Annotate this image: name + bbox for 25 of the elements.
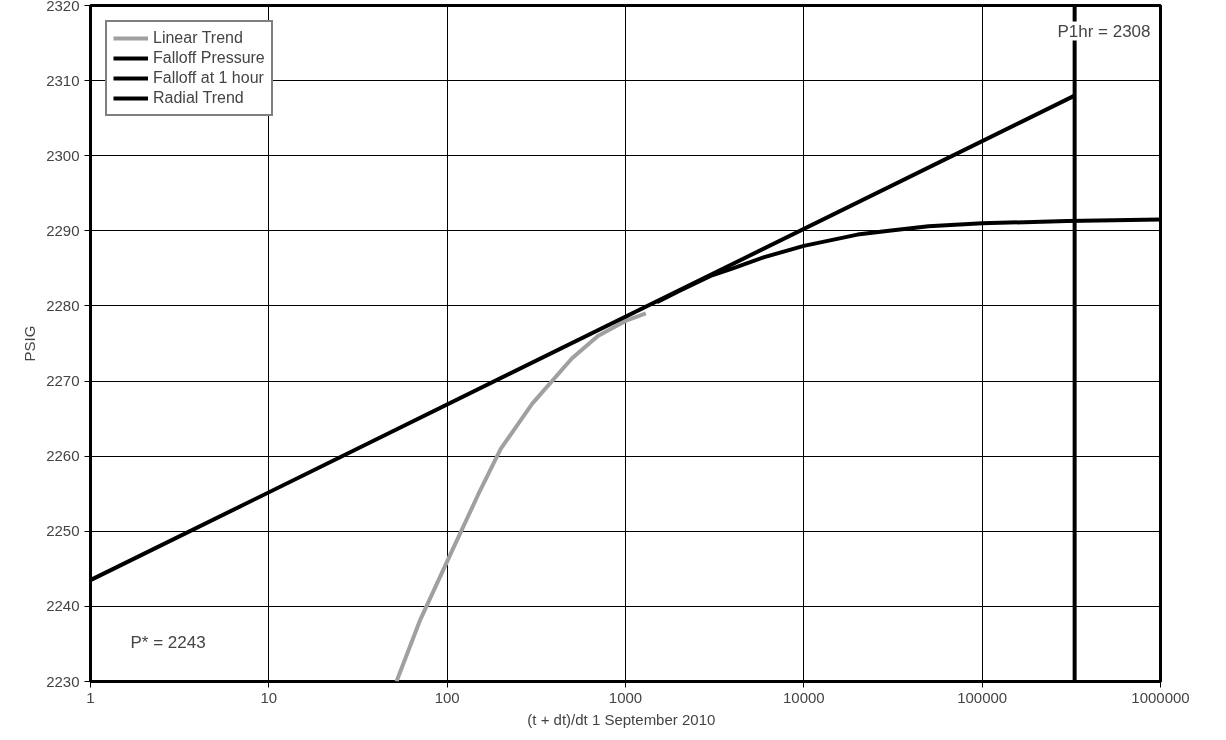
y-tick-label: 2260	[46, 447, 80, 465]
y-tick-label: 2280	[46, 296, 80, 314]
annotation: P1hr = 2308	[1057, 21, 1151, 41]
y-tick-label: 2310	[46, 71, 80, 89]
x-tick-label: 1	[86, 688, 95, 706]
y-tick-label: 2240	[46, 597, 80, 615]
y-axis-title: PSIG	[21, 325, 39, 362]
y-tick-label: 2230	[46, 672, 80, 690]
x-tick-label: 100000	[957, 688, 1008, 706]
x-tick-label: 1000000	[1131, 688, 1190, 706]
y-tick-label: 2270	[46, 372, 80, 390]
x-tick-label: 10	[260, 688, 278, 706]
y-tick-label: 2320	[46, 0, 80, 14]
annotation: P* = 2243	[130, 632, 206, 652]
legend-label: Linear Trend	[153, 29, 243, 47]
y-tick-label: 2250	[46, 522, 80, 540]
legend-label: Falloff at 1 hour	[153, 69, 264, 87]
legend-label: Falloff Pressure	[153, 49, 265, 67]
legend-label: Radial Trend	[153, 89, 244, 107]
x-axis-title: (t + dt)/dt 1 September 2010	[527, 710, 716, 728]
y-tick-label: 2290	[46, 221, 80, 239]
y-tick-label: 2300	[46, 146, 80, 164]
x-tick-label: 1000	[608, 688, 643, 706]
x-tick-label: 100	[434, 688, 460, 706]
x-tick-label: 10000	[782, 688, 825, 706]
